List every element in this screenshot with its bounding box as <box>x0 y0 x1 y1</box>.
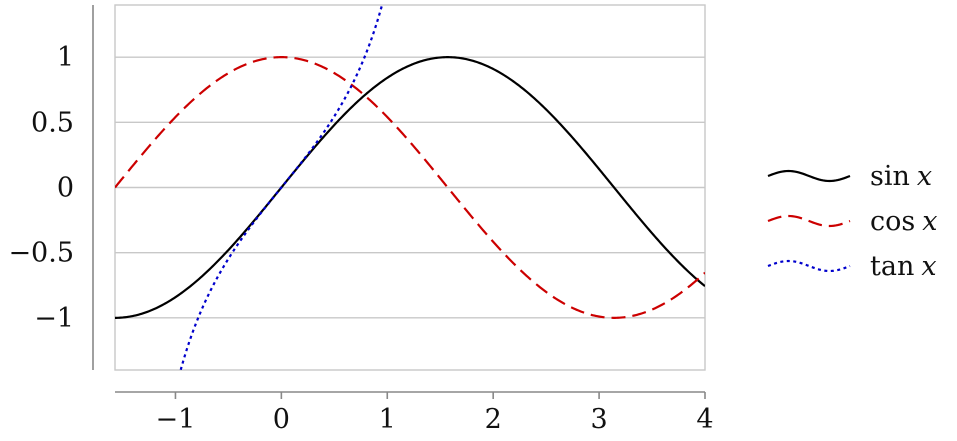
series-line-tan <box>179 5 384 370</box>
y-tick-label: −1 <box>34 303 74 334</box>
x-tick-label: 1 <box>379 404 396 435</box>
legend-label-sin: sin x <box>870 161 932 192</box>
legend-swatch-tan <box>767 259 851 273</box>
legend-var: x <box>921 251 936 282</box>
x-tick-label: 4 <box>696 404 713 435</box>
x-tick-label: 3 <box>590 404 607 435</box>
legend-fn-name: sin <box>870 161 910 192</box>
axes: −1 0 1 2 3 4 1 0.5 0 −0.5 −1 <box>8 5 714 435</box>
y-tick-label: 0 <box>57 173 74 204</box>
legend-var: x <box>922 206 937 237</box>
legend-swatch-sin <box>767 169 851 183</box>
legend-label-tan: tan x <box>870 251 937 282</box>
x-tick-label: 2 <box>485 404 502 435</box>
y-tick-label: 0.5 <box>31 107 74 138</box>
y-tick-label: 1 <box>57 42 74 73</box>
grid-lines <box>115 56 705 319</box>
legend-swatch-cos <box>767 214 851 228</box>
series-line-sin <box>115 56 705 319</box>
x-tick-label: 0 <box>273 404 290 435</box>
legend-label-cos: cos x <box>870 206 937 237</box>
legend-fn-name: cos <box>870 206 915 237</box>
x-tick-label: −1 <box>156 404 196 435</box>
legend-fn-name: tan <box>870 251 914 282</box>
legend-var: x <box>917 161 932 192</box>
y-tick-label: −0.5 <box>8 238 74 269</box>
series-lines <box>115 5 705 370</box>
